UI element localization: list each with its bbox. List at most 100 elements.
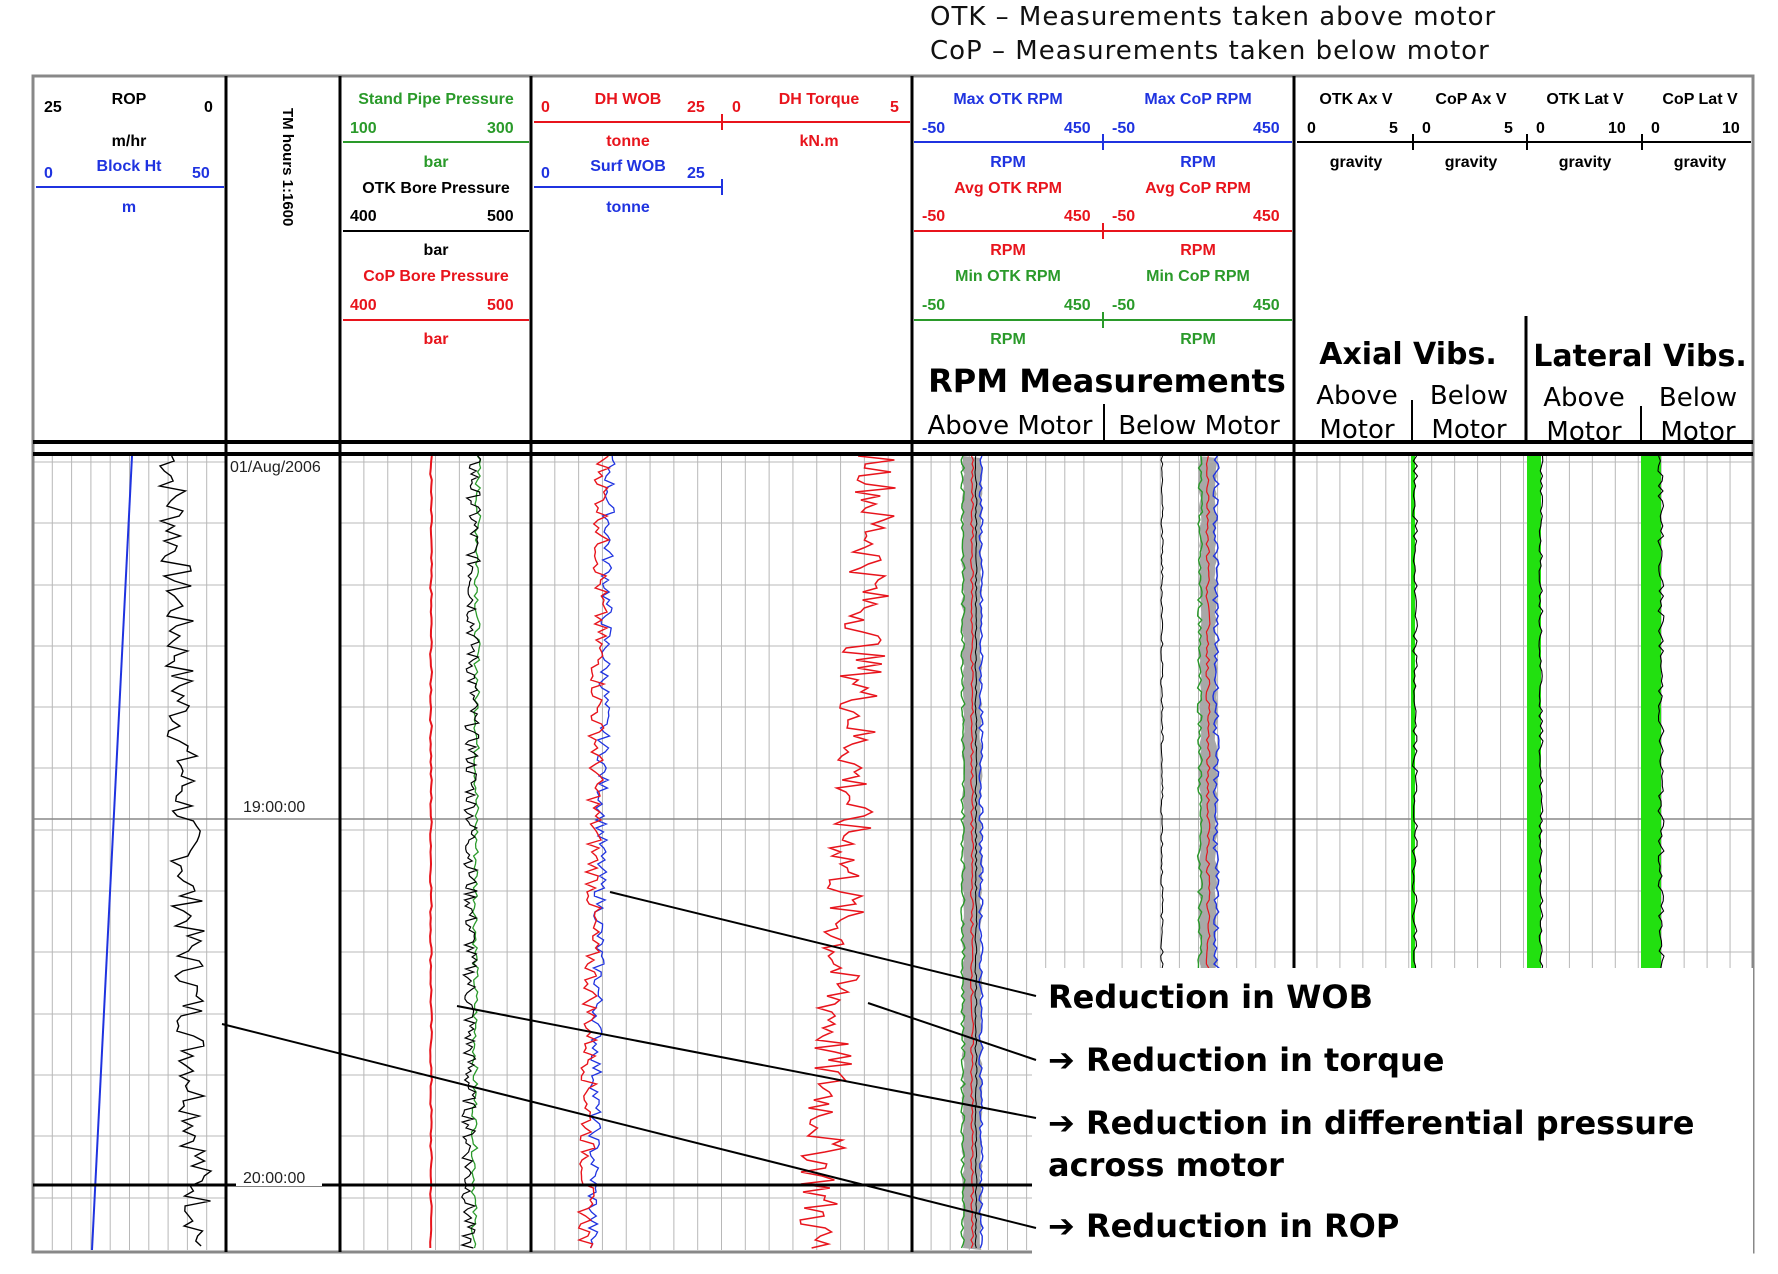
axial-title: Axial Vibs. xyxy=(1319,337,1497,372)
time-20: 20:00:00 xyxy=(243,1170,305,1187)
rop-name: ROP xyxy=(112,91,147,108)
otkbp-unit: bar xyxy=(424,242,449,259)
avgotk-name: Avg OTK RPM xyxy=(954,180,1062,197)
avgcop-max: 450 xyxy=(1253,208,1280,225)
lateral-below-motor: Motor xyxy=(1660,417,1735,447)
otklatv-max: 10 xyxy=(1608,120,1626,137)
maxotk-max: 450 xyxy=(1064,120,1091,137)
avgotk-unit: RPM xyxy=(990,242,1026,259)
avg-otk-rpm-curve xyxy=(969,455,975,1249)
copbp-name: CoP Bore Pressure xyxy=(363,268,509,285)
otkbp-max: 500 xyxy=(487,208,514,225)
mincop-name: Min CoP RPM xyxy=(1146,268,1250,285)
otklatv-name: OTK Lat V xyxy=(1546,91,1624,108)
otkaxv-max: 5 xyxy=(1389,120,1398,137)
mincop-max: 450 xyxy=(1253,297,1280,314)
rpm-title: RPM Measurements xyxy=(928,362,1286,400)
maxcop-max: 450 xyxy=(1253,120,1280,137)
otk-bore-pressure-curve xyxy=(459,455,482,1249)
spp-min: 100 xyxy=(350,120,377,137)
torque-unit: kN.m xyxy=(799,133,838,150)
avgotk-min: -50 xyxy=(922,208,945,225)
rop-header: 25 ROP 0 m/hr 0 Block Ht 50 m xyxy=(36,91,224,216)
copaxv-unit: gravity xyxy=(1445,154,1498,171)
cop-bore-pressure-curve xyxy=(428,455,434,1249)
depth-label: TM hours 1:1600 xyxy=(279,108,296,226)
torque-max: 5 xyxy=(890,99,899,116)
dhwob-min: 0 xyxy=(541,99,550,116)
maxotk-min: -50 xyxy=(922,120,945,137)
wob-header: 0 DH WOB 25 0 DH Torque 5 tonne kN.m 0 S… xyxy=(534,91,910,216)
legend-cop: CoP – Measurements taken below motor xyxy=(930,36,1490,66)
pointer-pressure xyxy=(456,1005,1037,1119)
copaxv-min: 0 xyxy=(1422,120,1431,137)
copbp-max: 500 xyxy=(487,297,514,314)
dh-wob-curve xyxy=(576,455,612,1249)
copbp-min: 400 xyxy=(350,297,377,314)
max-otk-rpm-curve xyxy=(978,455,984,1249)
pointer-rop xyxy=(221,1023,1037,1229)
time-19: 19:00:00 xyxy=(243,799,305,816)
coplatv-unit: gravity xyxy=(1674,154,1727,171)
note-torque: ➔ Reduction in torque xyxy=(1048,1041,1444,1079)
depth-header: TM hours 1:1600 xyxy=(279,108,296,226)
minotk-min: -50 xyxy=(922,297,945,314)
otklatv-min: 0 xyxy=(1536,120,1545,137)
dhwob-name: DH WOB xyxy=(595,91,662,108)
rpm-below: Below Motor xyxy=(1118,411,1280,441)
mincop-unit: RPM xyxy=(1180,331,1216,348)
minotk-name: Min OTK RPM xyxy=(955,268,1061,285)
maxotk-unit: RPM xyxy=(990,154,1026,171)
otkaxv-name: OTK Ax V xyxy=(1319,91,1393,108)
legend: OTK – Measurements taken above motor CoP… xyxy=(930,0,1496,68)
min-otk-rpm-curve xyxy=(960,455,966,1249)
rpm-header: Max OTK RPM -50 450 RPM Max CoP RPM -50 … xyxy=(914,91,1292,441)
copaxv-max: 5 xyxy=(1504,120,1513,137)
blockht-unit: m xyxy=(122,199,136,216)
lateral-below: Below xyxy=(1659,383,1737,413)
dh-torque-curve xyxy=(799,455,896,1249)
note-diffpress-2: across motor xyxy=(1048,1146,1284,1184)
legend-otk: OTK – Measurements taken above motor xyxy=(930,2,1497,32)
spp-unit: bar xyxy=(424,154,449,171)
surfwob-max: 25 xyxy=(687,165,705,182)
copaxv-name: CoP Ax V xyxy=(1435,91,1506,108)
coplatv-name: CoP Lat V xyxy=(1662,91,1738,108)
vibs-header: OTK Ax V 0 5 gravity CoP Ax V 0 5 gravit… xyxy=(1297,91,1751,447)
minotk-max: 450 xyxy=(1064,297,1091,314)
coplatv-max: 10 xyxy=(1722,120,1740,137)
note-rop: ➔ Reduction in ROP xyxy=(1048,1207,1399,1245)
otkbp-min: 400 xyxy=(350,208,377,225)
mincop-min: -50 xyxy=(1112,297,1135,314)
avgcop-name: Avg CoP RPM xyxy=(1145,180,1251,197)
curves xyxy=(91,455,1665,1251)
torque-min: 0 xyxy=(732,99,741,116)
maxotk-name: Max OTK RPM xyxy=(953,91,1062,108)
spp-max: 300 xyxy=(487,120,514,137)
otkaxv-min: 0 xyxy=(1307,120,1316,137)
spp-name: Stand Pipe Pressure xyxy=(358,91,514,108)
axial-above: Above xyxy=(1316,381,1398,411)
otk-rpm-black xyxy=(974,455,978,1249)
pointer-wob xyxy=(609,891,1037,997)
pressure-header: Stand Pipe Pressure 100 300 bar OTK Bore… xyxy=(343,91,529,348)
minotk-unit: RPM xyxy=(990,331,1026,348)
dhwob-max: 25 xyxy=(687,99,705,116)
rop-min: 25 xyxy=(44,99,62,116)
axial-below: Below xyxy=(1430,381,1508,411)
axial-below-motor: Motor xyxy=(1431,415,1506,445)
copbp-unit: bar xyxy=(424,331,449,348)
maxcop-name: Max CoP RPM xyxy=(1144,91,1251,108)
surfwob-min: 0 xyxy=(541,165,550,182)
dhwob-unit: tonne xyxy=(606,133,650,150)
surfwob-name: Surf WOB xyxy=(590,158,666,175)
note-diffpress: ➔ Reduction in differential pressure xyxy=(1048,1104,1695,1142)
date-label: 01/Aug/2006 xyxy=(230,459,321,476)
block-ht-curve xyxy=(91,455,133,1251)
avgcop-min: -50 xyxy=(1112,208,1135,225)
rop-max: 0 xyxy=(204,99,213,116)
maxcop-unit: RPM xyxy=(1180,154,1216,171)
avgotk-max: 450 xyxy=(1064,208,1091,225)
annotation-panel: Reduction in WOB ➔ Reduction in torque ➔… xyxy=(221,891,1753,1258)
rop-unit: m/hr xyxy=(112,133,147,150)
